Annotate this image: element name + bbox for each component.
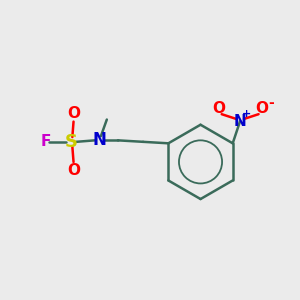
Text: N: N	[234, 113, 247, 128]
Text: O: O	[68, 163, 81, 178]
Text: S: S	[65, 133, 78, 151]
Text: O: O	[255, 101, 268, 116]
Text: F: F	[41, 134, 51, 149]
Text: -: -	[268, 96, 274, 110]
Text: O: O	[68, 106, 81, 121]
Text: +: +	[242, 110, 251, 119]
Text: O: O	[212, 101, 225, 116]
Text: N: N	[92, 131, 106, 149]
